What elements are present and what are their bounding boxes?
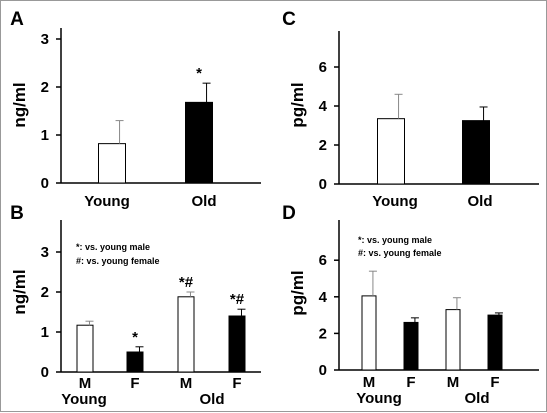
panel-b: Bng/ml 0 1 2 3 * *# *# M F M F Young Old *: vs. young … — [10, 203, 261, 408]
panel-letter: A — [10, 9, 24, 30]
y-axis-label: pg/ml — [288, 270, 307, 315]
bar — [361, 295, 377, 371]
x-category-label: Young — [84, 193, 130, 210]
y-tick-label: 2 — [41, 79, 49, 96]
x-category-label: M — [79, 375, 92, 392]
y-tick-label: 3 — [41, 31, 49, 48]
x-category-label: M — [447, 374, 460, 391]
significance-marker: * — [132, 329, 138, 346]
y-tick-label: 4 — [319, 289, 328, 306]
y-tick-label: 4 — [319, 98, 328, 115]
x-group-label: Old — [465, 390, 490, 407]
x-category-label: Old — [192, 193, 217, 210]
panel-c: Cpg/ml 0 2 4 6 Young Old — [282, 9, 539, 210]
bar — [462, 120, 490, 185]
y-tick-label: 3 — [41, 244, 49, 261]
x-category-label: M — [363, 374, 376, 391]
panel-letter: C — [282, 9, 296, 30]
panel-a: Ang/ml 0 1 2 3 * Young Old — [10, 9, 261, 210]
significance-marker: * — [196, 65, 202, 82]
x-category-label: Old — [468, 193, 493, 210]
y-tick-label: 1 — [41, 324, 49, 341]
y-tick-label: 0 — [41, 175, 49, 192]
bar — [445, 309, 461, 371]
bar — [177, 296, 195, 373]
x-category-label: Young — [372, 193, 418, 210]
x-category-label: F — [406, 374, 415, 391]
bar — [98, 143, 126, 184]
y-tick-label: 6 — [319, 252, 327, 269]
y-tick-label: 2 — [319, 137, 327, 154]
y-tick-label: 2 — [41, 284, 49, 301]
significance-marker: *# — [179, 274, 194, 291]
x-group-label: Young — [61, 391, 107, 408]
legend-note: #: vs. young female — [358, 248, 442, 258]
y-tick-label: 2 — [319, 325, 327, 342]
legend-note: *: vs. young male — [76, 242, 150, 252]
x-category-label: M — [180, 375, 193, 392]
bar — [185, 101, 213, 184]
x-category-label: F — [490, 374, 499, 391]
x-group-label: Old — [200, 391, 225, 408]
y-tick-label: 1 — [41, 127, 49, 144]
legend-note: #: vs. young female — [76, 256, 160, 266]
x-category-label: F — [130, 375, 139, 392]
y-tick-label: 0 — [319, 362, 327, 379]
panel-letter: D — [282, 203, 296, 224]
bar — [403, 321, 419, 371]
bar — [228, 315, 246, 373]
y-tick-label: 0 — [319, 176, 327, 193]
bar — [377, 118, 405, 185]
legend-note: *: vs. young male — [358, 235, 432, 245]
bar — [126, 351, 144, 373]
bar — [487, 314, 503, 371]
significance-marker: *# — [230, 291, 245, 308]
x-group-label: Young — [356, 390, 402, 407]
y-axis-label: ng/ml — [10, 82, 29, 127]
y-axis-label: pg/ml — [288, 82, 307, 127]
x-category-label: F — [232, 375, 241, 392]
y-axis-label: ng/ml — [10, 269, 29, 314]
bar — [76, 324, 94, 373]
y-tick-label: 6 — [319, 59, 327, 76]
y-tick-label: 0 — [41, 364, 49, 381]
panel-letter: B — [10, 203, 24, 224]
